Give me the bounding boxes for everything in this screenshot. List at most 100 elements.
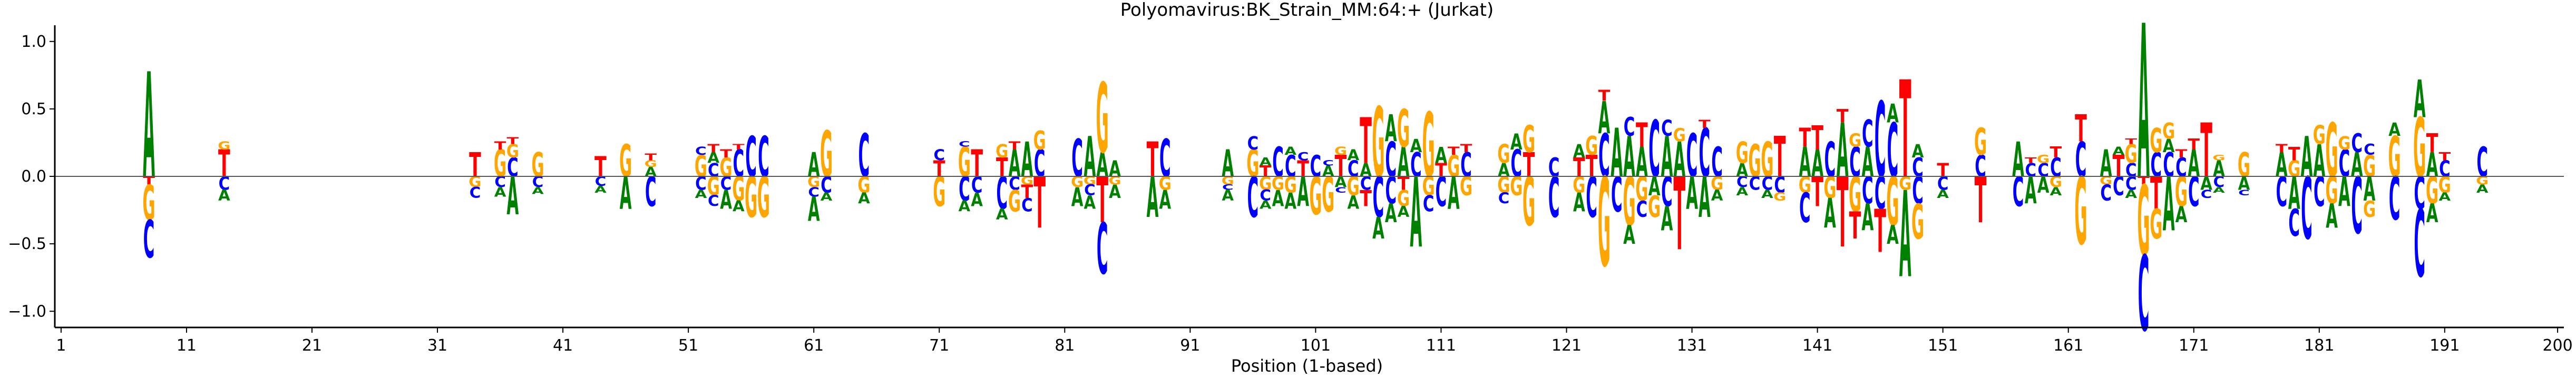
logo-letter-T: T	[2175, 147, 2188, 160]
logo-letter-C: C	[1310, 148, 1322, 183]
logo-letter-G: G	[142, 175, 155, 231]
logo-letter-C: C	[2414, 190, 2425, 298]
x-tick-label: 141	[1802, 336, 1832, 355]
logo-letter-G: G	[2363, 148, 2376, 183]
logo-letter-G: G	[1849, 130, 1861, 151]
logo-letter-C: C	[1436, 168, 1447, 216]
logo-letter-C: C	[733, 142, 745, 185]
logo-letter-G: G	[1372, 87, 1384, 199]
logo-letter-G: G	[2313, 120, 2326, 150]
logo-letter-A: A	[1335, 173, 1348, 191]
logo-letter-T: T	[933, 156, 945, 182]
logo-letter-C: C	[2100, 180, 2112, 206]
logo-letter-G: G	[2150, 121, 2162, 160]
logo-letter-G: G	[2238, 145, 2250, 184]
logo-letter-C: C	[1511, 142, 1523, 185]
logo-letter-G: G	[1510, 171, 1523, 202]
logo-letter-C: C	[2238, 189, 2250, 197]
logo-letter-G: G	[1309, 167, 1322, 227]
logo-letter-A: A	[2388, 119, 2401, 141]
logo-letter-A: A	[2313, 135, 2325, 187]
logo-letter-C: C	[1260, 187, 1271, 204]
logo-letter-T: T	[2138, 174, 2150, 187]
logo-letter-G: G	[2162, 118, 2175, 144]
logo-letter-C: C	[708, 192, 719, 210]
logo-letter-C: C	[532, 173, 544, 191]
logo-letter-C: C	[2213, 173, 2225, 191]
logo-letter-C: C	[470, 184, 481, 202]
logo-letter-C: C	[1648, 105, 1660, 195]
logo-letter-C: C	[2364, 141, 2375, 158]
logo-letter-T: T	[2125, 137, 2137, 146]
logo-letter-C: C	[1034, 142, 1046, 185]
logo-letter-A: A	[1623, 220, 1635, 250]
logo-letter-C: C	[2201, 188, 2212, 201]
y-axis-ticks: −1.0 −0.5 0.0 0.5 1.0	[8, 33, 55, 321]
logo-letter-C: C	[971, 172, 983, 198]
x-tick-label: 171	[2179, 336, 2209, 355]
logo-letter-T: T	[1360, 105, 1372, 178]
logo-letter-G: G	[645, 158, 657, 169]
y-tick-label: −1.0	[8, 302, 46, 321]
logo-letter-C: C	[645, 168, 657, 216]
x-tick-label: 11	[177, 336, 197, 355]
logo-letter-C: C	[1598, 122, 1610, 191]
logo-letter-C: C	[1272, 139, 1284, 186]
logo-letter-C: C	[1097, 208, 1108, 290]
logo-letter-A: A	[996, 206, 1009, 223]
x-axis-ticks: 1 11 21 31 41 51 61 71 81 91 101 111 121 131 141 151 161…	[56, 327, 2573, 355]
logo-letter-A: A	[2163, 162, 2175, 247]
logo-letter-A: A	[1398, 203, 1410, 220]
x-tick-label: 151	[1928, 336, 1958, 355]
logo-letter-A: A	[1623, 125, 1635, 190]
logo-letter-C: C	[2339, 142, 2350, 185]
logo-letter-A: A	[1435, 142, 1447, 168]
logo-letter-G: G	[1008, 184, 1021, 218]
logo-letter-A: A	[808, 145, 820, 184]
logo-letter-T: T	[594, 151, 607, 183]
logo-letter-A: A	[1398, 139, 1410, 186]
logo-letter-C: C	[2025, 159, 2037, 181]
logo-letter-C: C	[1912, 169, 1924, 212]
logo-letter-A: A	[594, 184, 607, 195]
logo-letter-G: G	[2074, 158, 2087, 266]
logo-letter-A: A	[1297, 168, 1309, 216]
logo-letter-A: A	[2175, 202, 2188, 228]
logo-letter-G: G	[745, 166, 757, 231]
logo-letter-A: A	[1410, 157, 1422, 269]
logo-letter-C: C	[1009, 173, 1020, 194]
logo-letter-C: C	[1410, 145, 1422, 184]
logo-letter-G: G	[1322, 167, 1334, 223]
y-tick-label: 0.5	[21, 100, 46, 118]
logo-letter-A: A	[1711, 187, 1724, 204]
logo-letter-T: T	[1699, 117, 1711, 131]
logo-letter-C: C	[1762, 173, 1773, 194]
logo-letter-T: T	[1975, 164, 1987, 237]
logo-letter-G: G	[1334, 145, 1347, 158]
logo-letter-A: A	[2138, 0, 2150, 226]
logo-letter-G: G	[1585, 131, 1598, 161]
logo-letter-G: G	[958, 139, 971, 186]
logo-letter-C: C	[1586, 166, 1597, 231]
logo-letter-T: T	[733, 143, 745, 152]
logo-letter-G: G	[1974, 121, 1987, 164]
logo-letter-T: T	[1297, 156, 1309, 182]
logo-letter-G: G	[2326, 108, 2338, 194]
logo-letter-T: T	[1673, 157, 1685, 273]
logo-letter-A: A	[1510, 128, 1523, 155]
logo-letter-A: A	[971, 189, 983, 211]
logo-letter-C: C	[1849, 139, 1861, 186]
logo-letter-A: A	[1222, 142, 1234, 185]
logo-letter-A: A	[1084, 125, 1096, 190]
logo-letter-T: T	[1435, 160, 1447, 181]
logo-letter-C: C	[2113, 171, 2124, 202]
logo-letter-T: T	[1335, 149, 1347, 184]
logo-letter-C: C	[1636, 196, 1648, 222]
logo-letter-A: A	[1109, 181, 1121, 202]
logo-letter-A: A	[1861, 139, 1874, 186]
logo-letter-C: C	[1159, 130, 1171, 190]
logo-letter-C: C	[494, 173, 506, 191]
logo-letter-A: A	[1937, 188, 1949, 201]
logo-letter-A: A	[1899, 166, 1911, 304]
